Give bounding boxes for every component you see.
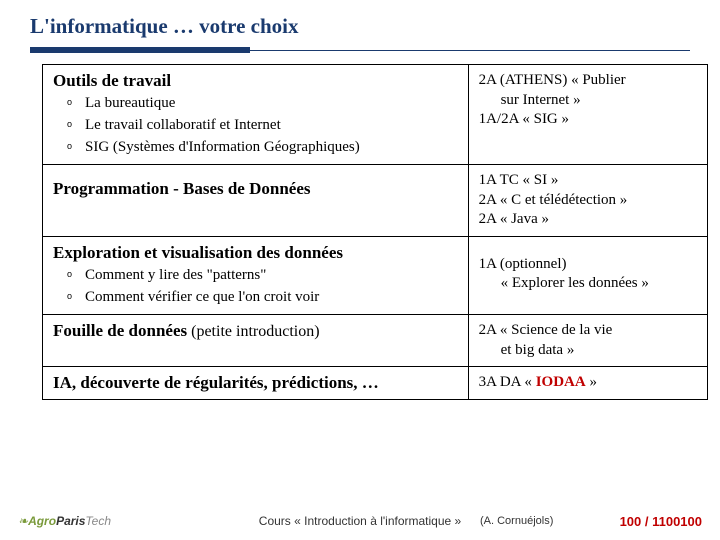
heading-outils: Outils de travail (53, 71, 460, 91)
footer-author: (A. Cornuéjols) (480, 515, 553, 527)
content-area: Outils de travail La bureautique Le trav… (42, 64, 708, 400)
cell-fouille: Fouille de données (petite introduction) (43, 315, 469, 367)
footer: ❧AgroParisTech Cours « Introduction à l'… (0, 508, 720, 534)
heading-prog: Programmation - Bases de Données (53, 179, 460, 199)
cell-outils-right: 2A (ATHENS) « Publier sur Internet » 1A/… (468, 65, 707, 165)
list-item: La bureautique (67, 93, 460, 115)
list-item: Comment y lire des "patterns" (67, 265, 460, 287)
footer-course: Cours « Introduction à l'informatique » (0, 514, 720, 528)
cell-prog-right: 1A TC « SI » 2A « C et télédétection » 2… (468, 165, 707, 237)
footer-page: 100 / 1100100 (620, 514, 702, 529)
right-text-iodaa: 3A DA « IODAA » (479, 373, 699, 393)
list-item: Comment vérifier ce que l'on croit voir (67, 287, 460, 309)
list-outils: La bureautique Le travail collaboratif e… (53, 93, 460, 158)
right-text: 1A (optionnel) « Explorer les données » (479, 255, 699, 294)
slide-title: L'informatique … votre choix (0, 0, 720, 43)
cell-ia-right: 3A DA « IODAA » (468, 367, 707, 400)
list-item: Le travail collaboratif et Internet (67, 115, 460, 137)
cell-fouille-right: 2A « Science de la vie et big data » (468, 315, 707, 367)
list-explore: Comment y lire des "patterns" Comment vé… (53, 265, 460, 309)
right-text: 2A (ATHENS) « Publier sur Internet » 1A/… (479, 71, 699, 130)
topics-table: Outils de travail La bureautique Le trav… (42, 64, 708, 400)
note-fouille: (petite introduction) (191, 323, 319, 340)
heading-fouille: Fouille de données (53, 321, 187, 340)
cell-explore-right: 1A (optionnel) « Explorer les données » (468, 236, 707, 315)
right-text: 2A « Science de la vie et big data » (479, 321, 699, 360)
list-item: SIG (Systèmes d'Information Géographique… (67, 137, 460, 159)
heading-ia: IA, découverte de régularités, prédictio… (53, 373, 379, 392)
cell-outils: Outils de travail La bureautique Le trav… (43, 65, 469, 165)
cell-explore: Exploration et visualisation des données… (43, 236, 469, 315)
cell-prog: Programmation - Bases de Données (43, 165, 469, 237)
right-text: 1A TC « SI » 2A « C et télédétection » 2… (479, 171, 699, 230)
heading-explore: Exploration et visualisation des données (53, 243, 460, 263)
title-underline (30, 47, 690, 53)
cell-ia: IA, découverte de régularités, prédictio… (43, 367, 469, 400)
